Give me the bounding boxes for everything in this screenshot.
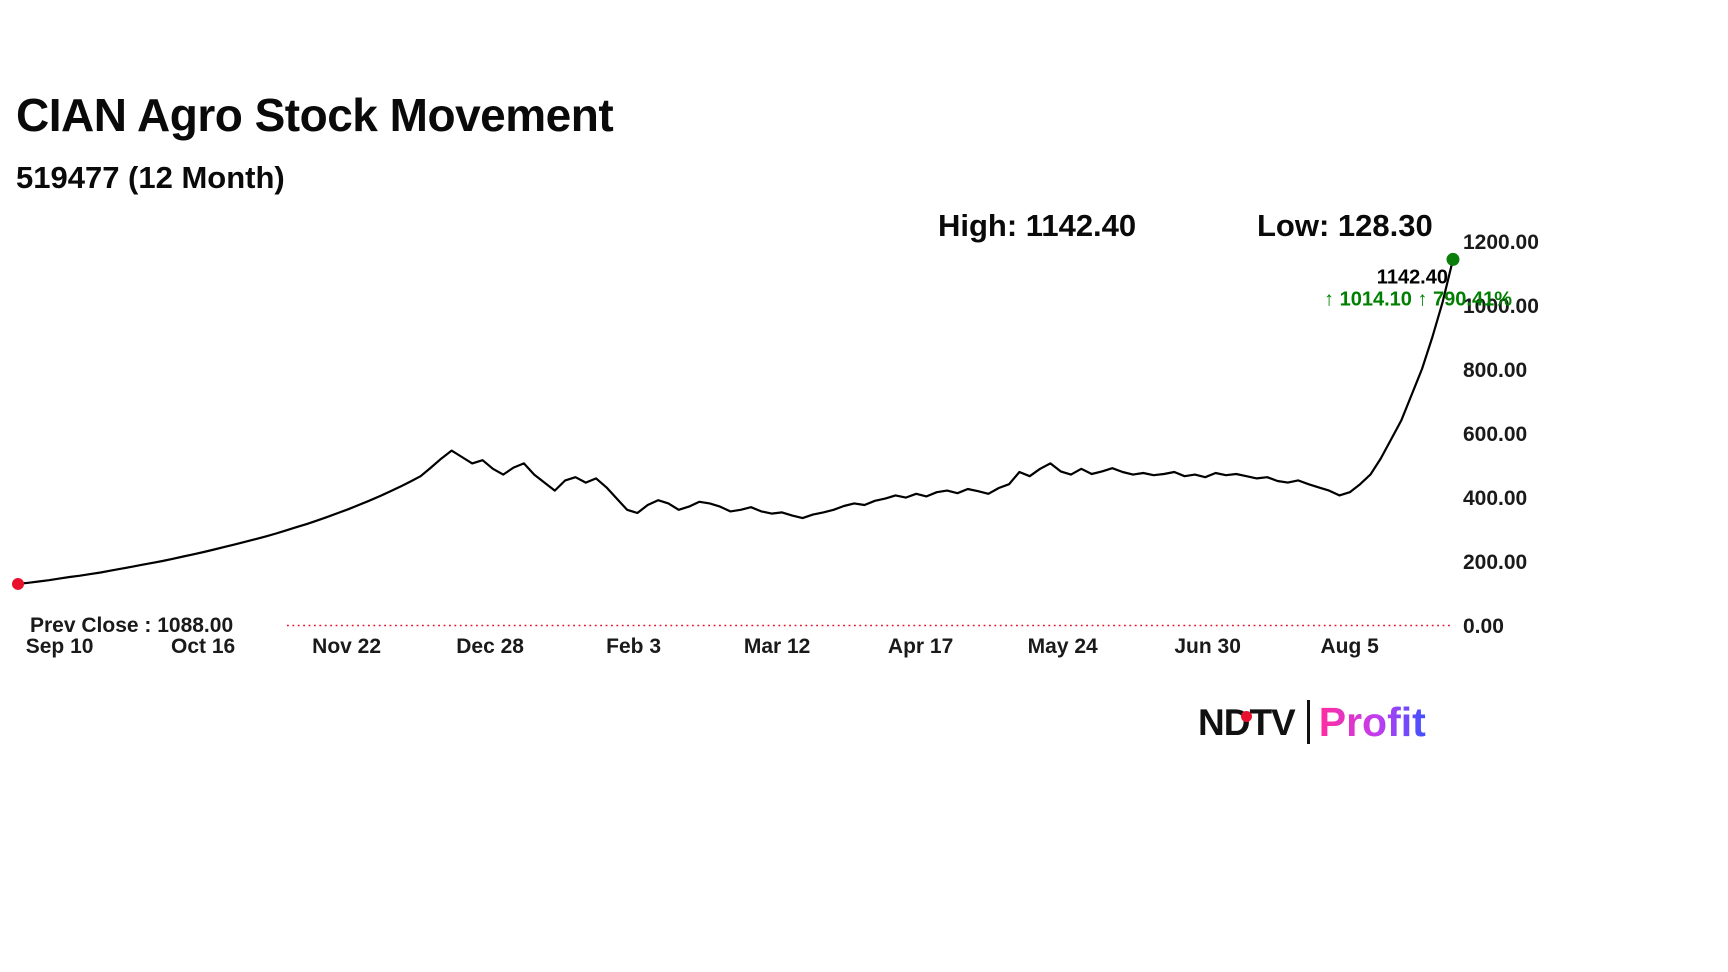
prev-close-label: Prev Close : 1088.00 [30, 614, 233, 637]
price-line [16, 258, 1455, 585]
x-axis-label: Mar 12 [744, 635, 811, 658]
y-axis-label: 0.00 [1463, 615, 1504, 638]
high-value: High: 1142.40 [938, 208, 1137, 243]
start-dot [12, 577, 24, 590]
low-value: Low: 128.30 [1257, 208, 1433, 243]
logo-divider [1306, 700, 1310, 744]
y-axis-label: 800.00 [1463, 359, 1527, 382]
y-axis-label: 1200.00 [1463, 231, 1539, 254]
x-axis-label: Apr 17 [888, 635, 953, 658]
x-axis-label: Nov 22 [312, 635, 381, 658]
x-axis-label: Feb 3 [606, 635, 661, 658]
y-axis-label: 400.00 [1463, 487, 1527, 510]
y-axis-label: 200.00 [1463, 551, 1527, 574]
last-price-label: 1142.40 [1377, 266, 1448, 288]
y-axis-label: 1000.00 [1463, 295, 1539, 318]
profit-logo-text: Profit [1318, 698, 1426, 745]
page-title: CIAN Agro Stock Movement [16, 89, 614, 141]
x-axis-label: Aug 5 [1321, 635, 1380, 658]
x-axis-label: Sep 10 [26, 635, 94, 658]
end-dot [1446, 252, 1460, 266]
x-axis-label: May 24 [1028, 635, 1098, 658]
x-axis-label: Jun 30 [1174, 635, 1241, 658]
chart-subtitle: 519477 (12 Month) [16, 160, 285, 195]
ndtv-logo-text: NDTV [1198, 701, 1296, 743]
change-label: ↑ 1014.10 ↑ 790.41% [1324, 288, 1512, 310]
ndtv-profit-logo: NDTV Profit [1198, 696, 1426, 748]
x-axis-label: Oct 16 [171, 635, 235, 658]
ndtv-logo-dot [1241, 711, 1252, 722]
price-chart: 0.00 200.00 400.00 600.00 800.00 1000.00 1200.… [12, 231, 1539, 658]
y-axis-label: 600.00 [1463, 423, 1527, 446]
x-axis-label: Dec 28 [456, 635, 524, 658]
